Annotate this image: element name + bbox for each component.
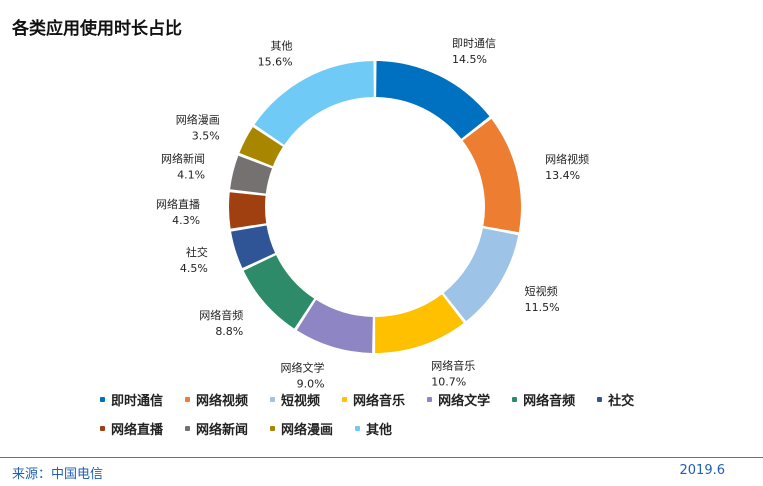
legend-label: 社交 [608, 394, 635, 409]
legend-item: 网络直播 [100, 419, 163, 438]
donut-slice [239, 127, 283, 167]
legend-swatch [185, 426, 191, 431]
legend-item: 社交 [597, 390, 634, 409]
legend-swatch [427, 397, 433, 402]
page-title: 各类应用使用时长占比 [12, 19, 182, 39]
legend-swatch [355, 426, 361, 431]
donut-slice [230, 155, 273, 194]
legend-label: 网络漫画 [281, 423, 334, 438]
legend-swatch [100, 426, 105, 431]
slice-value: 10.7% [431, 376, 466, 389]
footer-divider [0, 457, 763, 458]
slice-label: 即时通信 [452, 37, 496, 50]
slice-value: 3.5% [192, 129, 220, 142]
source-text: 来源：中国电信 [12, 467, 104, 482]
slice-value: 15.6% [258, 56, 293, 69]
slice-label: 网络音乐 [431, 359, 475, 373]
slice-label: 网络漫画 [176, 112, 220, 126]
donut-slice [254, 61, 374, 145]
donut-slice [231, 225, 276, 269]
slice-label: 网络文学 [281, 361, 325, 375]
donut-slice [296, 299, 373, 353]
slice-value: 13.4% [545, 169, 580, 182]
slice-label: 网络新闻 [161, 151, 205, 165]
legend-swatch [342, 397, 348, 402]
legend-swatch [100, 397, 105, 402]
slice-label: 社交 [186, 245, 208, 259]
legend-item: 网络音频 [512, 390, 575, 409]
slice-label: 网络音频 [199, 308, 243, 322]
donut-slice [376, 61, 490, 139]
legend-swatch [512, 397, 518, 402]
slice-value: 8.8% [215, 325, 243, 338]
legend-item: 网络文学 [427, 390, 490, 409]
legend-label: 网络文学 [438, 394, 491, 409]
slice-label: 网络视频 [545, 152, 589, 166]
slice-value: 14.5% [452, 53, 487, 66]
legend-label: 其他 [366, 423, 393, 438]
legend-swatch [270, 426, 276, 431]
legend-swatch [185, 397, 191, 402]
slice-value: 11.5% [525, 301, 560, 314]
legend-label: 网络直播 [111, 423, 164, 438]
donut-slice [462, 118, 521, 233]
legend-item: 网络音乐 [342, 390, 405, 409]
legend-label: 短视频 [281, 394, 321, 409]
donut-slice [443, 228, 519, 322]
chart-legend: 即时通信 网络视频 短视频 网络音乐 网络文学 网络音频 社交网络直播 网络新闻 网络漫画 其他 [100, 390, 720, 438]
legend-label: 即时通信 [111, 394, 164, 409]
donut-slice [375, 294, 464, 353]
slice-value: 4.5% [180, 262, 208, 275]
legend-item: 短视频 [270, 390, 320, 409]
legend-swatch [597, 397, 603, 402]
legend-item: 其他 [355, 419, 392, 438]
legend-label: 网络视频 [196, 394, 249, 409]
donut-slice [228, 192, 267, 229]
donut-chart: 即时通信 14.5% 网络视频 13.4% 短视频 11.5% 网络音乐 10.7% 网络文学 9… [156, 37, 589, 390]
legend-item: 即时通信 [100, 390, 163, 409]
slice-value: 4.1% [177, 168, 205, 181]
legend-item: 网络视频 [185, 390, 248, 409]
slice-label: 其他 [271, 40, 293, 53]
slice-value: 9.0% [297, 378, 325, 390]
legend-label: 网络音频 [523, 394, 576, 409]
slice-value: 4.3% [172, 214, 200, 227]
legend-label: 网络新闻 [196, 423, 249, 438]
donut-slice [243, 255, 315, 329]
date-text: 2019.6 [679, 463, 726, 478]
legend-label: 网络音乐 [353, 394, 406, 409]
slice-label: 网络直播 [156, 197, 200, 211]
legend-item: 网络漫画 [270, 419, 333, 438]
legend-swatch [270, 397, 276, 402]
legend-item: 网络新闻 [185, 419, 248, 438]
slice-label: 短视频 [525, 284, 558, 298]
